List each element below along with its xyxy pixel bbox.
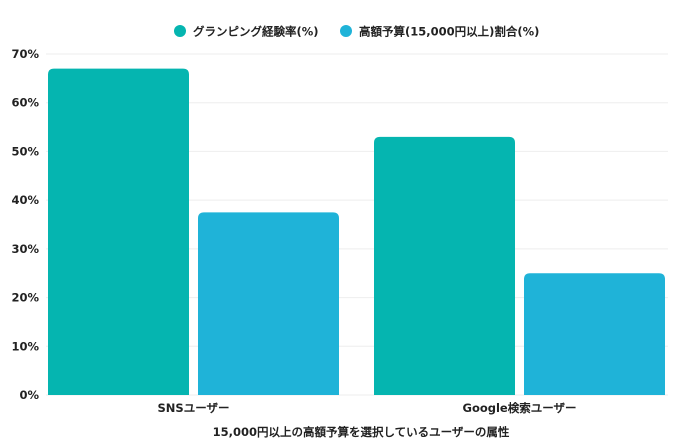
y-tick-label: 50% <box>11 144 39 158</box>
legend-swatch <box>340 25 352 37</box>
x-axis-title: 15,000円以上の高額予算を選択しているユーザーの属性 <box>213 425 510 439</box>
legend: グランピング経験率(%) 高額予算(15,000円以上)割合(%) <box>174 25 539 39</box>
x-tick-label: SNSユーザー <box>158 401 230 415</box>
bar-high-budget-rate-0 <box>198 212 339 395</box>
bar-high-budget-rate-1 <box>524 273 665 395</box>
legend-swatch <box>174 25 186 37</box>
legend-label: グランピング経験率(%) <box>193 25 319 39</box>
y-axis: 0% 10% 20% 30% 40% 50% 60% 70% <box>11 47 39 402</box>
bar-glamping-rate-0 <box>48 68 189 395</box>
bars <box>48 68 665 396</box>
y-tick-label: 10% <box>11 339 39 353</box>
x-tick-label: Google検索ユーザー <box>463 401 577 415</box>
y-tick-label: 70% <box>11 47 39 61</box>
y-tick-label: 20% <box>11 291 39 305</box>
y-tick-label: 30% <box>11 242 39 256</box>
y-tick-label: 40% <box>11 193 39 207</box>
y-tick-label: 0% <box>19 388 39 402</box>
bar-glamping-rate-1 <box>374 136 515 396</box>
x-axis: SNSユーザー Google検索ユーザー <box>158 401 577 415</box>
y-tick-label: 60% <box>11 96 39 110</box>
legend-label: 高額予算(15,000円以上)割合(%) <box>359 25 539 39</box>
